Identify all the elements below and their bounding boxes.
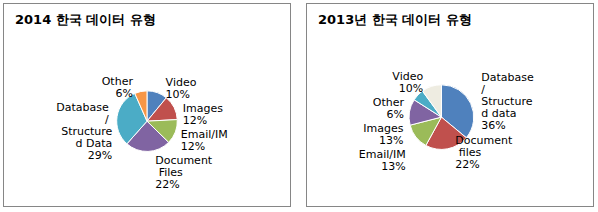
svg-text:Video: Video [392, 70, 424, 84]
svg-text:6%: 6% [387, 108, 404, 121]
svg-text:Document: Document [155, 154, 213, 168]
svg-text:files: files [455, 146, 482, 160]
svg-text:36%: 36% [481, 119, 505, 132]
svg-text:Images: Images [182, 102, 223, 116]
svg-text:Structure: Structure [481, 95, 533, 109]
svg-text:10%: 10% [399, 82, 423, 95]
svg-text:Video: Video [165, 76, 197, 90]
svg-text:13%: 13% [379, 134, 403, 147]
svg-text:10%: 10% [166, 88, 190, 101]
svg-text:Document: Document [455, 134, 513, 148]
svg-text:22%: 22% [455, 158, 479, 171]
svg-text:29%: 29% [88, 149, 112, 162]
svg-text:12%: 12% [181, 140, 205, 153]
svg-text:Other: Other [101, 75, 133, 89]
svg-text:Structure: Structure [61, 125, 113, 139]
svg-text:Email/IM: Email/IM [358, 148, 406, 162]
svg-text:d data: d data [481, 107, 517, 121]
svg-text:d Data: d Data [75, 137, 113, 151]
svg-text:Database: Database [56, 101, 112, 114]
svg-text:13%: 13% [381, 160, 405, 173]
svg-text:2013년 한국 데이터 유형: 2013년 한국 데이터 유형 [318, 12, 472, 27]
svg-text:Files: Files [155, 166, 183, 180]
svg-text:22%: 22% [155, 178, 179, 191]
svg-text:12%: 12% [183, 114, 207, 127]
svg-text:2014 한국 데이터 유형: 2014 한국 데이터 유형 [15, 12, 156, 27]
svg-text:Images: Images [363, 122, 404, 136]
svg-text:6%: 6% [115, 87, 132, 100]
svg-text:Other: Other [372, 96, 404, 110]
svg-text:Database: Database [481, 71, 537, 84]
svg-text:Email/IM: Email/IM [180, 128, 228, 142]
